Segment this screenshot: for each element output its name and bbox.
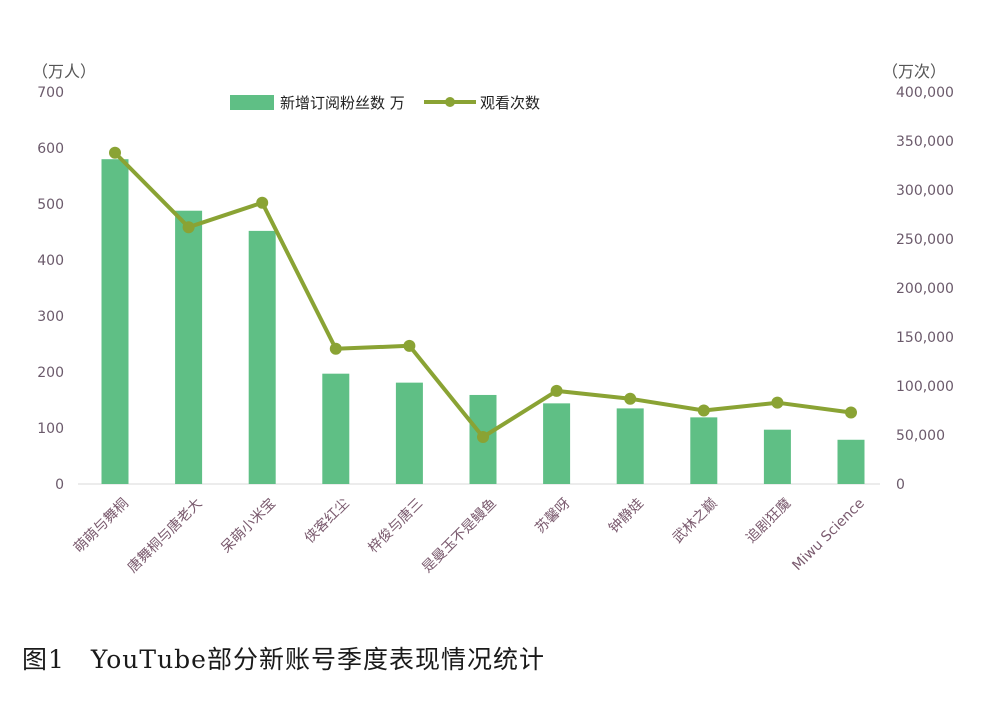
category-label: 呆萌小米宝	[218, 496, 279, 557]
left-tick-label: 500	[37, 197, 64, 213]
category-label: 追剧狂魔	[743, 496, 794, 547]
category-label: 是曼玉不是鳗鱼	[419, 495, 500, 576]
category-labels: 萌萌与舞桐唐舞桐与唐老大 呆萌小米宝 侠客红尘 梓俊与唐三是曼玉不是鳗鱼 苏馨呀 钟静娃武…	[71, 495, 868, 576]
figure-caption: 图1 YouTube部分新账号季度表现情况统计	[22, 645, 545, 674]
line-point	[845, 406, 857, 419]
bar	[395, 382, 423, 484]
legend-bar-label: 新增订阅粉丝数 万	[280, 94, 405, 112]
category-label: 钟静娃	[605, 495, 647, 537]
bar	[837, 439, 865, 484]
left-tick-label: 300	[37, 309, 64, 325]
right-tick-label: 150,000	[896, 330, 954, 346]
line-point	[109, 146, 121, 159]
line-point	[550, 384, 563, 397]
right-tick-label: 100,000	[896, 379, 954, 395]
right-tick-label: 50,000	[896, 428, 945, 444]
line-point	[182, 221, 195, 234]
bar	[543, 403, 571, 484]
legend-bar-swatch	[230, 95, 274, 110]
left-tick-label: 600	[37, 141, 64, 157]
left-tick-label: 700	[37, 85, 64, 101]
right-axis-unit: （万次）	[882, 62, 946, 81]
bar	[763, 429, 791, 484]
right-tick-label: 0	[896, 477, 905, 493]
left-tick-label: 0	[55, 477, 64, 493]
line-point	[697, 404, 710, 417]
legend: 新增订阅粉丝数 万 观看次数	[230, 94, 540, 112]
category-label: 梓俊与唐三	[365, 495, 427, 557]
line-series-path	[113, 151, 852, 439]
bar	[616, 408, 644, 484]
line-point	[771, 396, 784, 409]
bar	[248, 230, 276, 484]
right-tick-label: 200,000	[896, 281, 954, 297]
line-point	[403, 339, 416, 352]
right-tick-label: 400,000	[896, 85, 954, 101]
category-label: 萌萌与舞桐	[71, 496, 132, 557]
bar	[175, 210, 203, 484]
bar	[101, 159, 129, 484]
legend-line-label: 观看次数	[480, 94, 540, 112]
line-series-points	[109, 146, 857, 443]
left-tick-label: 200	[37, 365, 64, 381]
bar	[322, 373, 350, 484]
category-label: Miwu Science	[789, 496, 867, 574]
category-label: 唐舞桐与唐老大	[124, 495, 205, 576]
legend-line-marker	[445, 97, 455, 107]
category-label: 苏馨呀	[532, 496, 573, 537]
chart: （万人） （万次） 0 100 200 300 400 500 600 700 0 50,000…	[32, 62, 954, 576]
right-tick-label: 350,000	[896, 134, 954, 150]
right-axis: 0 50,000 100,000 150,000 200,000 250,000 300,0…	[896, 85, 954, 493]
category-label: 侠客红尘	[301, 495, 353, 547]
line-point	[477, 430, 489, 443]
line-point	[624, 392, 637, 405]
category-label: 武林之巅	[670, 496, 721, 547]
line-point	[329, 342, 342, 355]
left-tick-label: 400	[37, 253, 64, 269]
left-axis-unit: （万人）	[32, 62, 96, 81]
right-tick-label: 300,000	[896, 183, 954, 199]
line-point	[256, 196, 269, 209]
right-tick-label: 250,000	[896, 232, 954, 248]
left-tick-label: 100	[37, 421, 64, 437]
left-axis: 0 100 200 300 400 500 600 700	[37, 85, 64, 493]
bar	[690, 417, 718, 484]
